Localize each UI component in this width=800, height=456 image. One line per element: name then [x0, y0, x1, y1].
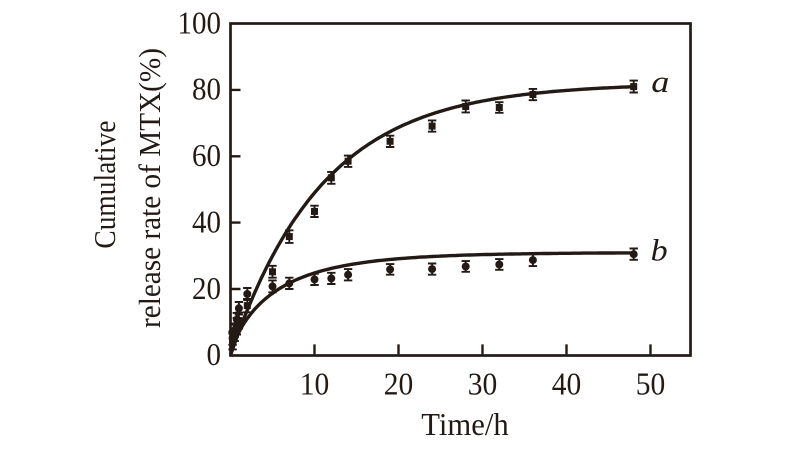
- svg-text:40: 40: [552, 366, 582, 402]
- svg-text:0: 0: [207, 336, 222, 372]
- svg-text:10: 10: [300, 366, 330, 402]
- svg-text:20: 20: [384, 366, 414, 402]
- svg-text:80: 80: [192, 71, 221, 107]
- svg-text:release rate of MTX(%): release rate of MTX(%): [132, 48, 167, 328]
- svg-text:a: a: [651, 65, 669, 99]
- svg-text:60: 60: [192, 137, 221, 173]
- svg-text:30: 30: [468, 366, 498, 402]
- svg-text:50: 50: [636, 366, 666, 402]
- svg-text:20: 20: [192, 270, 221, 306]
- svg-text:40: 40: [192, 204, 221, 240]
- svg-text:100: 100: [178, 4, 222, 40]
- svg-text:b: b: [651, 234, 668, 268]
- svg-text:Time/h: Time/h: [421, 406, 509, 442]
- svg-text:Cumulative: Cumulative: [87, 121, 122, 249]
